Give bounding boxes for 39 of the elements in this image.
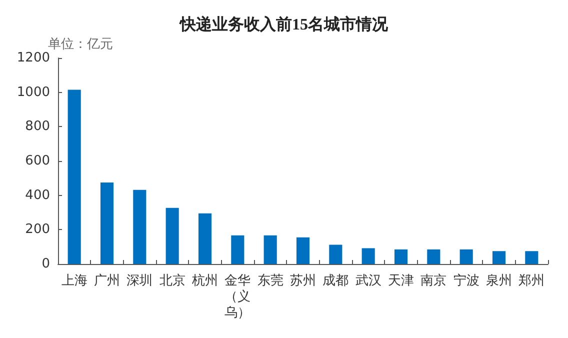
bar bbox=[525, 251, 538, 264]
x-tick-label: 成都 bbox=[322, 272, 349, 288]
x-tick-label: 武汉 bbox=[355, 272, 382, 288]
chart-title: 快递业务收入前15名城市情况 bbox=[179, 16, 389, 34]
x-tick-label: 深圳 bbox=[126, 272, 153, 288]
bar bbox=[394, 249, 408, 264]
bar bbox=[362, 248, 375, 264]
bar bbox=[231, 235, 244, 264]
y-tick-label: 1000 bbox=[16, 84, 50, 100]
bar bbox=[492, 251, 506, 264]
bar bbox=[100, 182, 114, 264]
y-tick-label: 1200 bbox=[16, 50, 50, 66]
x-tick-label: 北京 bbox=[159, 272, 186, 288]
x-tick-label: 南京 bbox=[420, 272, 447, 288]
x-tick-label: 上海 bbox=[61, 272, 88, 288]
y-tick-label: 800 bbox=[25, 119, 50, 134]
y-tick-label: 0 bbox=[42, 256, 50, 272]
x-tick-label: 广州 bbox=[94, 272, 120, 288]
bar bbox=[329, 244, 342, 264]
y-tick-label: 200 bbox=[25, 222, 50, 238]
bar bbox=[427, 249, 440, 264]
x-tick-label: 宁波 bbox=[453, 272, 480, 288]
x-tick-label: 金华（义乌） bbox=[224, 272, 251, 320]
bar bbox=[198, 213, 212, 264]
x-tick-label: 杭州 bbox=[191, 272, 218, 288]
bar bbox=[264, 235, 277, 264]
bar bbox=[460, 249, 473, 264]
x-tick-label: 苏州 bbox=[290, 272, 316, 288]
bar bbox=[68, 90, 81, 264]
y-tick-label: 600 bbox=[25, 154, 50, 168]
x-tick-label: 郑州 bbox=[518, 272, 545, 288]
x-tick-label: 东莞 bbox=[257, 272, 284, 288]
y-axis-title: 单位：亿元 bbox=[48, 36, 113, 51]
bar bbox=[133, 190, 146, 264]
x-tick-label: 天津 bbox=[388, 272, 414, 288]
x-tick-label: 泉州 bbox=[486, 272, 512, 288]
bar bbox=[296, 237, 310, 264]
y-tick-label: 400 bbox=[25, 188, 50, 203]
bar bbox=[166, 208, 179, 264]
